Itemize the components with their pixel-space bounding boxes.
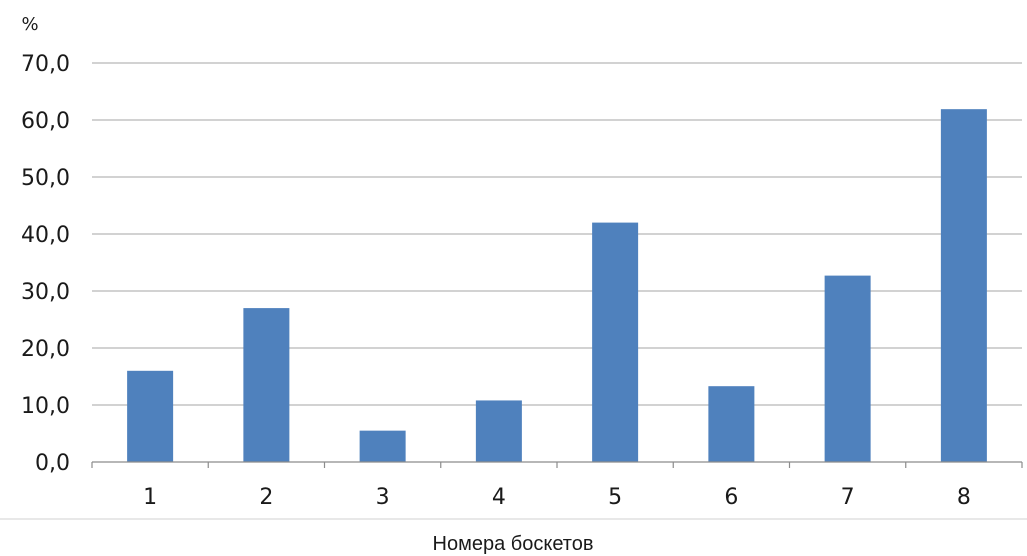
x-tick-label: 5 <box>608 485 622 510</box>
x-tick-label: 2 <box>259 485 273 510</box>
x-tick-label: 6 <box>724 485 738 510</box>
bar <box>127 370 174 462</box>
y-tick-labels: 0,0 10,0 20,0 30,0 40,0 50,0 60,0 70,0 <box>21 52 70 476</box>
bar <box>475 400 522 462</box>
y-tick-label: 10,0 <box>21 394 70 419</box>
bar <box>359 430 406 462</box>
x-axis <box>0 461 1027 520</box>
x-tick-label: 3 <box>376 485 390 510</box>
bar <box>243 308 290 462</box>
y-tick-label: 60,0 <box>21 109 70 134</box>
x-tick-label: 8 <box>957 485 971 510</box>
bar <box>592 222 639 462</box>
y-axis-label: % <box>21 14 38 35</box>
x-tick-labels: 1 2 3 4 5 6 7 8 <box>143 485 971 510</box>
bars <box>127 109 987 463</box>
y-tick-label: 40,0 <box>21 223 70 248</box>
bar <box>940 109 987 463</box>
x-axis-title: Номера боскетов <box>433 533 594 555</box>
y-tick-label: 70,0 <box>21 52 70 77</box>
x-tick-label: 7 <box>841 485 855 510</box>
gridlines <box>92 62 1022 406</box>
bar <box>708 386 755 462</box>
y-tick-label: 0,0 <box>35 451 70 476</box>
x-tick-label: 1 <box>143 485 157 510</box>
x-tick-label: 4 <box>492 485 506 510</box>
y-tick-label: 50,0 <box>21 166 70 191</box>
y-tick-label: 30,0 <box>21 280 70 305</box>
bar <box>824 275 871 462</box>
y-tick-label: 20,0 <box>21 337 70 362</box>
